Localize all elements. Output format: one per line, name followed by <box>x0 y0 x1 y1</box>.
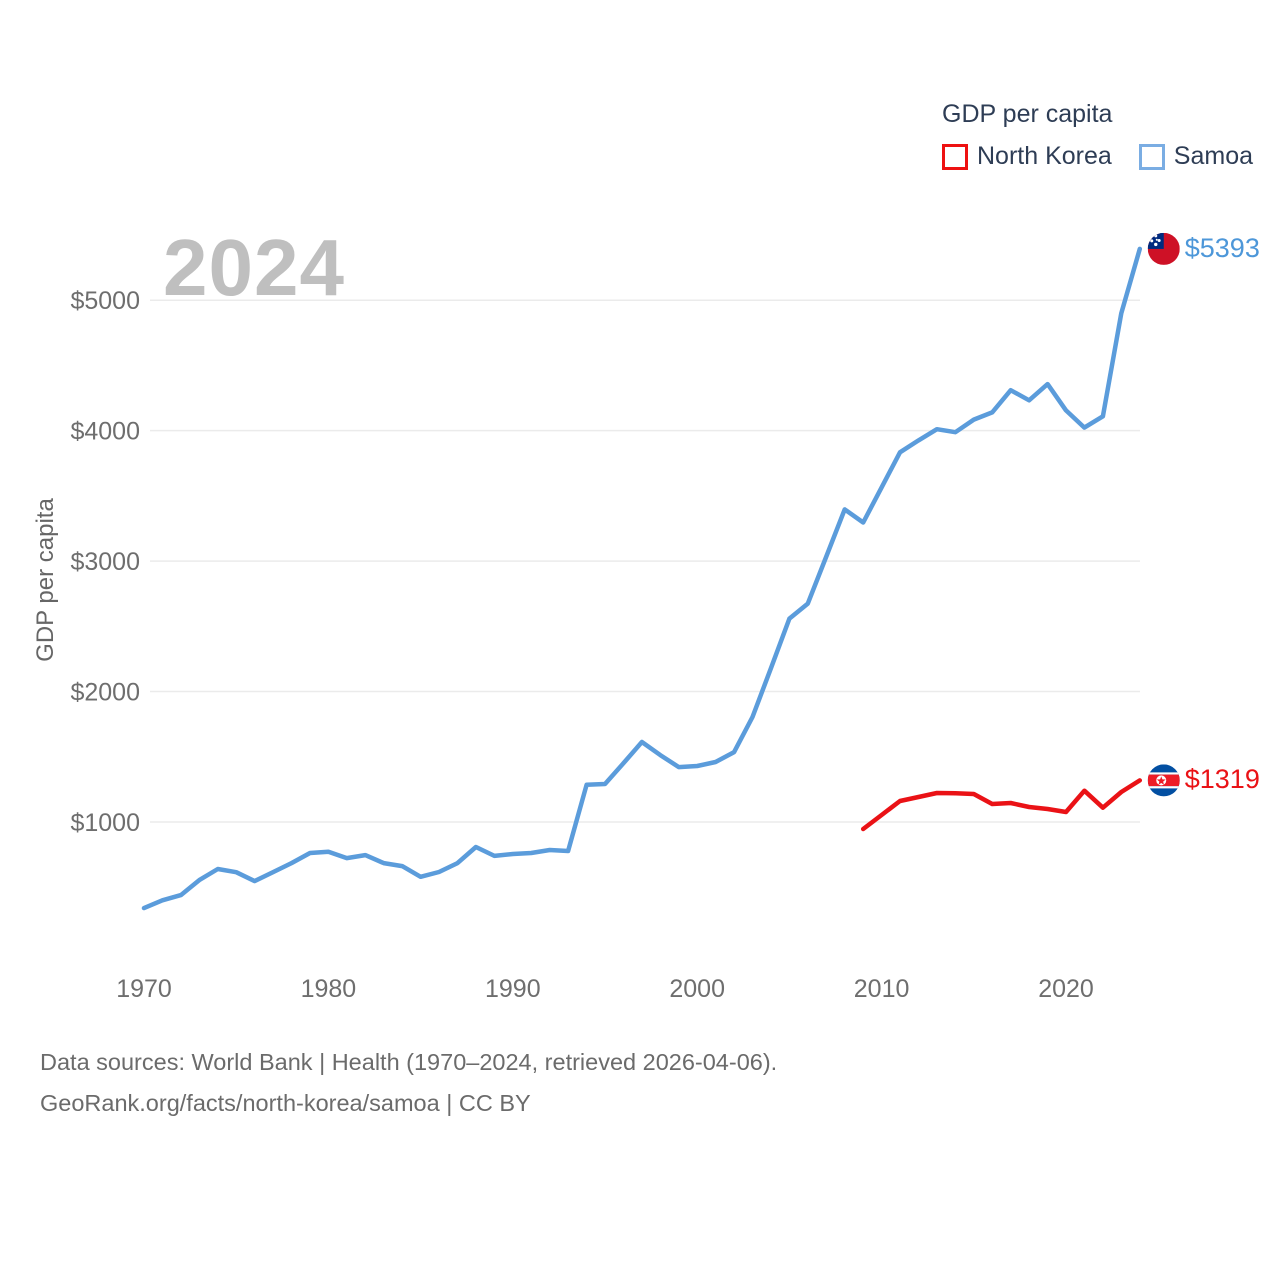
legend-title: GDP per capita <box>942 100 1113 128</box>
line-samoa <box>141 246 1143 911</box>
north-korea-swatch-icon <box>942 143 968 170</box>
data-lines <box>141 246 1143 911</box>
north-korea-flag-icon <box>1147 764 1180 797</box>
samoa-value-label: $5393 <box>1184 232 1260 263</box>
y-tick-label: $3000 <box>70 548 140 576</box>
y-tick-label: $1000 <box>70 809 140 837</box>
x-tick-label: 1990 <box>485 975 541 1003</box>
line-north-korea <box>860 778 1143 832</box>
legend: GDP per capita North Korea Samoa <box>942 100 1253 171</box>
y-tick-label: $5000 <box>70 287 140 315</box>
legend-item-label: Samoa <box>1173 142 1254 170</box>
footer-attribution-line: GeoRank.org/facts/north-korea/samoa | CC… <box>40 1090 531 1116</box>
gridlines <box>150 299 1140 823</box>
x-axis-tick-labels: 1970 1980 1990 2000 2010 2020 <box>116 975 1094 1003</box>
samoa-flag-icon <box>1147 232 1180 265</box>
samoa-swatch-icon <box>1138 143 1165 170</box>
x-tick-label: 2000 <box>669 975 725 1003</box>
y-tick-label: $2000 <box>70 679 140 707</box>
legend-item-label: North Korea <box>977 142 1112 170</box>
y-tick-label: $4000 <box>70 418 140 446</box>
x-tick-label: 2020 <box>1038 975 1094 1003</box>
legend-item-samoa[interactable]: Samoa <box>1138 142 1254 171</box>
footer-sources-line: Data sources: World Bank | Health (1970–… <box>40 1049 778 1075</box>
x-tick-label: 2010 <box>854 975 910 1003</box>
y-axis-tick-labels: $1000 $2000 $3000 $4000 $5000 <box>70 287 140 837</box>
year-watermark: 2024 <box>163 223 345 312</box>
x-tick-label: 1970 <box>116 975 172 1003</box>
x-tick-label: 1980 <box>301 975 357 1003</box>
legend-item-north-korea[interactable]: North Korea <box>942 142 1112 171</box>
legend-items: North Korea Samoa <box>942 142 1253 171</box>
footer: Data sources: World Bank | Health (1970–… <box>40 1042 777 1124</box>
north-korea-value-label: $1319 <box>1184 764 1260 795</box>
